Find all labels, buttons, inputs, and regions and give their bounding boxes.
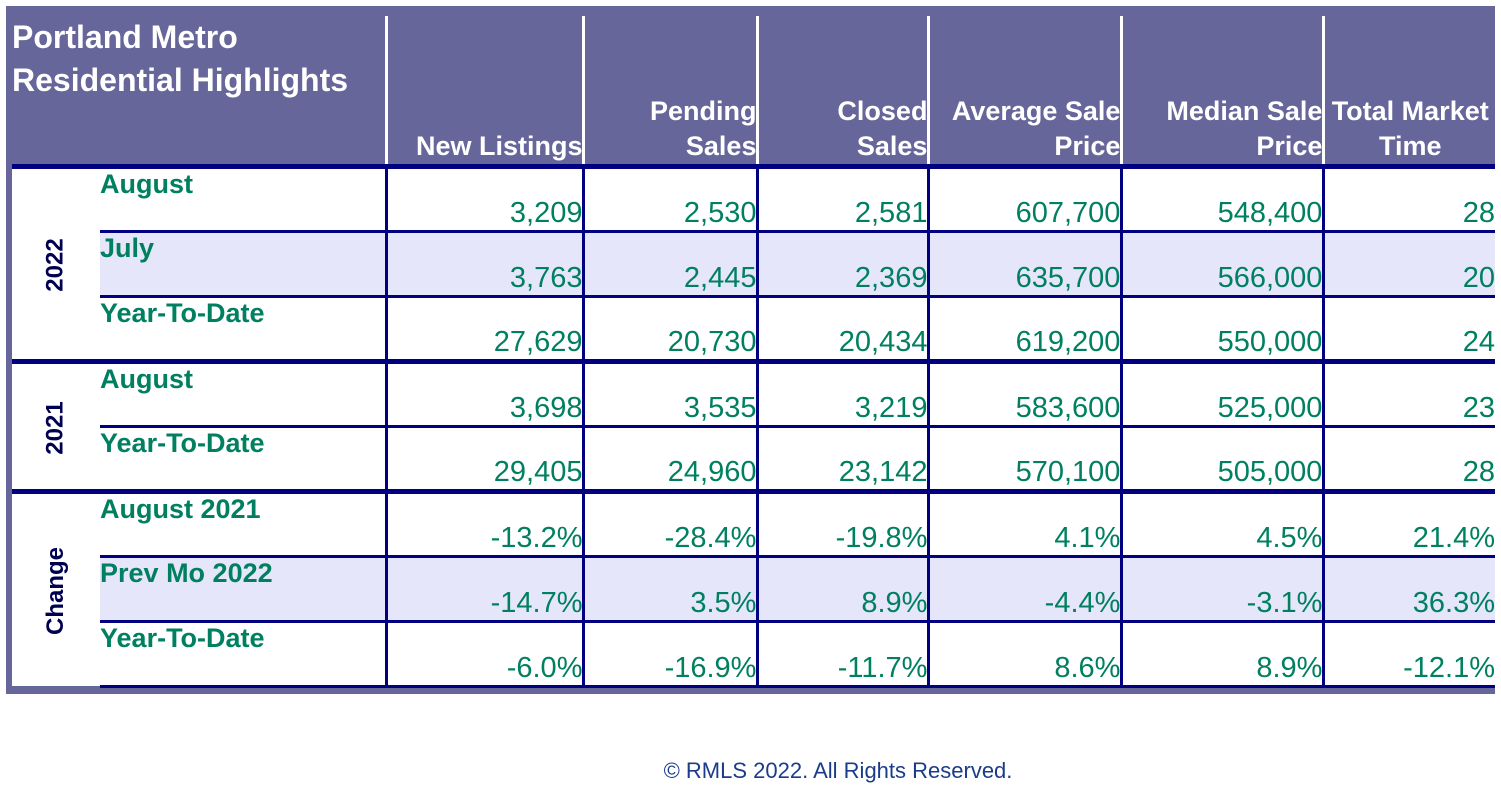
value-cell: 525,000 <box>1121 358 1326 426</box>
value-cell: 27,629 <box>386 294 586 361</box>
value-cell: 21.4% <box>1323 488 1495 556</box>
value-cell: 3,698 <box>386 358 586 426</box>
highlights-table: Portland Metro Residential Highlights Ne… <box>12 16 1495 688</box>
row-label: August 2021 <box>100 488 388 556</box>
value-cell: 36.3% <box>1323 554 1495 621</box>
value-cell: 2,369 <box>757 229 931 296</box>
table-row: Year-To-Date 29,405 24,960 23,142 570,10… <box>12 424 1495 491</box>
column-header: Pending Sales <box>583 16 760 166</box>
value-cell: 635,700 <box>928 229 1124 296</box>
value-cell: 550,000 <box>1121 294 1326 361</box>
value-cell: 2,445 <box>583 229 760 296</box>
value-cell: 505,000 <box>1121 424 1326 491</box>
value-cell: 23,142 <box>757 424 931 491</box>
table-title: Portland Metro Residential Highlights <box>12 16 388 166</box>
value-cell: 583,600 <box>928 358 1124 426</box>
value-cell: 28 <box>1323 424 1495 491</box>
value-cell: 570,100 <box>928 424 1124 491</box>
value-cell: -13.2% <box>386 488 586 556</box>
column-header: Median Sale Price <box>1121 16 1326 166</box>
column-header: Total Market Time <box>1331 95 1489 161</box>
copyright-notice: © RMLS 2022. All Rights Reserved. <box>663 758 1013 783</box>
group-label: Change <box>42 547 70 636</box>
row-label: Year-To-Date <box>100 294 388 361</box>
table-row: Prev Mo 2022 -14.7% 3.5% 8.9% -4.4% -3.1… <box>12 554 1495 621</box>
value-cell: -3.1% <box>1121 554 1326 621</box>
row-label: July <box>100 229 388 296</box>
value-cell: -28.4% <box>583 488 760 556</box>
row-label: August <box>100 358 388 426</box>
column-header: Average Sale Price <box>928 16 1124 166</box>
value-cell: -12.1% <box>1323 619 1495 688</box>
value-cell: 23 <box>1323 358 1495 426</box>
value-cell: 8.9% <box>757 554 931 621</box>
row-label: Prev Mo 2022 <box>100 554 388 621</box>
value-cell: 20 <box>1323 229 1495 296</box>
row-label: Year-To-Date <box>100 424 388 491</box>
value-cell: 3,535 <box>583 358 760 426</box>
value-cell: 20,434 <box>757 294 931 361</box>
value-cell: 8.9% <box>1121 619 1326 688</box>
group-label: 2022 <box>42 238 70 292</box>
table-row: Year-To-Date 27,629 20,730 20,434 619,20… <box>12 294 1495 361</box>
value-cell: 2,530 <box>583 163 760 231</box>
value-cell: 3.5% <box>583 554 760 621</box>
table-row: Change August 2021 -13.2% -28.4% -19.8% … <box>12 488 1495 686</box>
column-header: Closed Sales <box>757 16 931 166</box>
highlights-report: Portland Metro Residential Highlights Ne… <box>6 6 1495 694</box>
value-cell: 8.6% <box>928 619 1124 688</box>
table-row: 2022 August 3,209 2,530 2,581 607,700 54… <box>12 163 1495 361</box>
table-row: Year-To-Date -6.0% -16.9% -11.7% 8.6% 8.… <box>12 619 1495 688</box>
value-cell: 24 <box>1323 294 1495 361</box>
value-cell: 24,960 <box>583 424 760 491</box>
value-cell: 619,200 <box>928 294 1124 361</box>
row-label: Year-To-Date <box>100 619 388 688</box>
value-cell: -4.4% <box>928 554 1124 621</box>
value-cell: 20,730 <box>583 294 760 361</box>
value-cell: 4.5% <box>1121 488 1326 556</box>
value-cell: 4.1% <box>928 488 1124 556</box>
value-cell: 3,219 <box>757 358 931 426</box>
value-cell: 28 <box>1323 163 1495 231</box>
value-cell: 566,000 <box>1121 229 1326 296</box>
value-cell: -19.8% <box>757 488 931 556</box>
table-row: 2021 August 3,698 3,535 3,219 583,600 52… <box>12 358 1495 491</box>
value-cell: -11.7% <box>757 619 931 688</box>
table-row: July 3,763 2,445 2,369 635,700 566,000 2… <box>12 229 1495 296</box>
value-cell: 2,581 <box>757 163 931 231</box>
group-label-cell: 2022 <box>12 163 101 361</box>
value-cell: 3,763 <box>386 229 586 296</box>
value-cell: -6.0% <box>386 619 586 688</box>
value-cell: -16.9% <box>583 619 760 688</box>
value-cell: 607,700 <box>928 163 1124 231</box>
group-label: 2021 <box>42 400 70 455</box>
value-cell: 548,400 <box>1121 163 1326 231</box>
value-cell: -14.7% <box>386 554 586 621</box>
value-cell: 29,405 <box>386 424 586 491</box>
group-label-cell: Change <box>12 488 101 686</box>
row-label: August <box>100 163 388 231</box>
value-cell: 3,209 <box>386 163 586 231</box>
group-label-cell: 2021 <box>12 358 101 491</box>
column-header: New Listings <box>386 16 586 166</box>
